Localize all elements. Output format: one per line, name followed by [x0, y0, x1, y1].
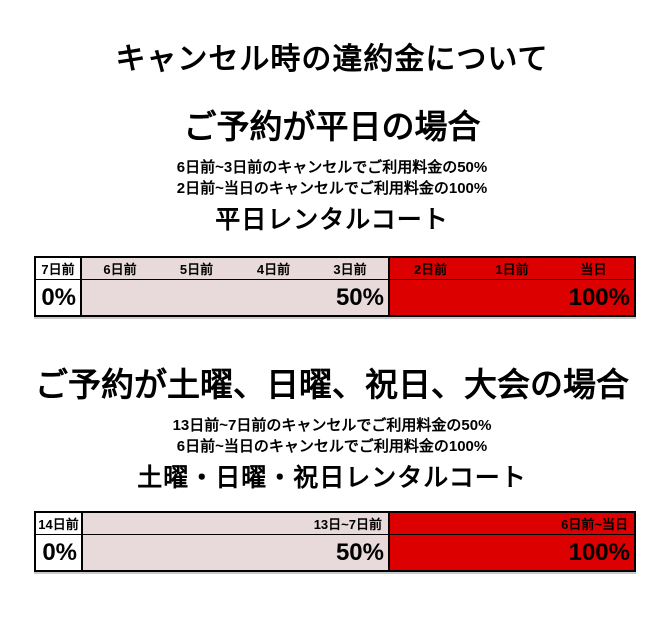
weekday-header-5days: 5日前: [158, 257, 235, 280]
weekday-header-7days: 7日前: [35, 257, 81, 280]
weekend-fee-table: 14日前 13日~7日前 6日前~当日 0% 50% 100%: [34, 511, 636, 572]
weekend-rate-full: 100%: [388, 534, 635, 571]
document-title: キャンセル時の違約金について: [115, 43, 549, 76]
weekday-note-100: 2日前~当日のキャンセルでご利用料金の100%: [176, 180, 488, 197]
weekday-table-title: 平日レンタルコート: [215, 206, 449, 234]
weekend-note-50: 13日前~7日前のキャンセルでご利用料金の50%: [172, 417, 492, 434]
weekend-header-14days: 14日前: [35, 512, 82, 535]
weekday-header-4days: 4日前: [235, 257, 312, 280]
weekday-fee-table: 7日前 6日前 5日前 4日前 3日前 2日前 1日前 当日 0% 50% 10…: [34, 256, 636, 317]
weekend-note-100: 6日前~当日のキャンセルでご利用料金の100%: [176, 438, 488, 455]
weekend-rate-half: 50%: [81, 534, 389, 571]
weekday-rate-full: 100%: [388, 279, 635, 316]
weekend-header-13to7days: 13日~7日前: [81, 512, 389, 535]
weekday-header-1day: 1日前: [471, 257, 553, 280]
weekday-header-2days: 2日前: [388, 257, 471, 280]
weekday-header-3days: 3日前: [312, 257, 389, 280]
weekend-rate-free: 0%: [35, 534, 82, 571]
weekday-rate-free: 0%: [35, 279, 81, 316]
weekday-header-6days: 6日前: [80, 257, 158, 280]
weekend-table-title: 土曜・日曜・祝日レンタルコート: [137, 464, 527, 492]
weekday-header-sameday: 当日: [553, 257, 635, 280]
weekday-section-heading: ご予約が平日の場合: [183, 108, 481, 145]
weekday-rate-half: 50%: [80, 279, 389, 316]
weekend-section-heading: ご予約が土曜、日曜、祝日、大会の場合: [35, 366, 629, 403]
weekend-header-6days-to-sameday: 6日前~当日: [388, 512, 635, 535]
weekday-note-50: 6日前~3日前のキャンセルでご利用料金の50%: [176, 159, 488, 176]
